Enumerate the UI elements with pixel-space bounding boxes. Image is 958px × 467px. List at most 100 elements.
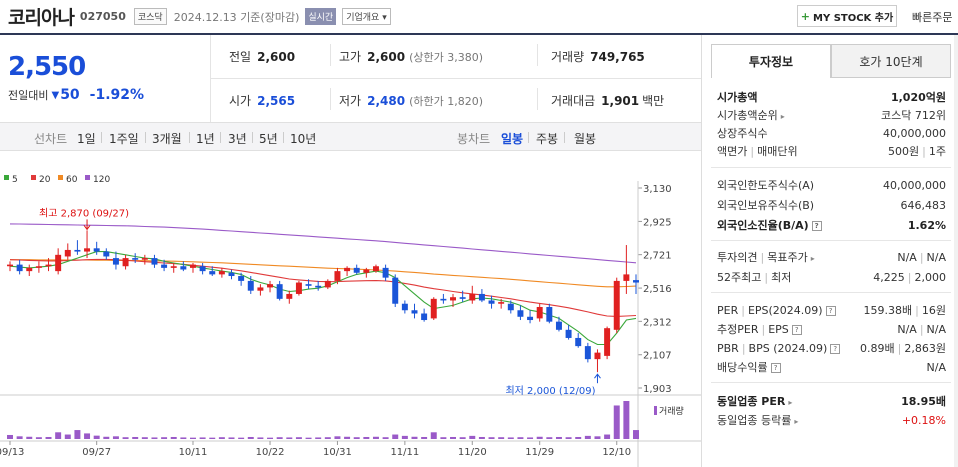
volume-bar <box>180 437 187 439</box>
high-annotation: 최고 2,870 (09/27) <box>39 207 129 219</box>
candle-body <box>74 249 81 252</box>
help-icon[interactable]: ? <box>791 325 802 335</box>
realtime-button[interactable]: 실시간 <box>305 8 337 25</box>
y-tick-label: 2,925 <box>643 217 672 228</box>
candle-body <box>594 352 601 360</box>
volume-bar <box>363 436 370 439</box>
add-my-stock-button[interactable]: + MY STOCK 추가 <box>797 5 897 27</box>
info-value: 40,000,000 <box>883 178 946 192</box>
volume-bar <box>218 437 225 439</box>
ma60-line <box>10 259 637 288</box>
candle-body <box>344 267 351 272</box>
y-tick-label: 2,516 <box>643 284 672 295</box>
period-1y[interactable]: 1년 <box>196 132 215 146</box>
period-1d[interactable]: 1일 <box>77 132 96 146</box>
candle-body <box>507 303 514 311</box>
candle-body <box>238 276 245 281</box>
pbr-bps-row: PBR | BPS (2024.09)? 0.89배 | 2,863원 <box>717 339 946 357</box>
quote-date: 2024.12.13 기준(장마감) <box>173 10 300 24</box>
candle-body <box>392 277 399 304</box>
x-tick-label: 11/29 <box>525 447 554 458</box>
volume-bar <box>411 436 418 439</box>
period-daily[interactable]: 일봉 <box>501 132 524 146</box>
info-label: 투자의견 | 목표주가 ▸ <box>717 251 815 264</box>
help-icon[interactable]: ? <box>825 305 836 316</box>
candle-body <box>180 266 187 270</box>
candle-chart-label: 봉차트 <box>457 132 491 146</box>
candle-body <box>141 258 148 260</box>
period-10y[interactable]: 10년 <box>290 132 317 146</box>
info-label: 외국인보유주식수(B) <box>717 199 815 212</box>
period-3m[interactable]: 3개월 <box>152 132 182 146</box>
help-icon[interactable]: ? <box>811 221 822 231</box>
low-arrow-icon <box>594 373 601 379</box>
period-5y[interactable]: 5년 <box>259 132 278 146</box>
volume-bar <box>141 437 148 439</box>
ma120-line <box>9 223 637 264</box>
info-value: N/A | N/A <box>897 322 946 336</box>
info-label: 시가총액순위 ▸ <box>717 109 785 122</box>
period-monthly[interactable]: 월봉 <box>574 132 597 146</box>
legend-label-120: 120 <box>93 175 110 185</box>
volume-bar <box>45 436 52 439</box>
fast-order-link[interactable]: 빠른주문 <box>912 11 953 24</box>
info-label: 52주최고 | 최저 <box>717 271 792 284</box>
info-arrow-icon[interactable]: ▸ <box>810 254 815 263</box>
chevron-down-icon: ▾ <box>382 13 387 23</box>
legend-label-60: 60 <box>66 175 78 185</box>
candle-body <box>440 298 447 301</box>
help-icon[interactable]: ? <box>770 363 781 373</box>
tab-orderbook-10[interactable]: 호가 10단계 <box>831 44 951 78</box>
candle-body <box>382 267 389 278</box>
period-1w[interactable]: 1주일 <box>109 132 139 146</box>
company-overview-dropdown[interactable]: 기업개요 ▾ <box>342 8 391 25</box>
candle-body <box>498 302 505 304</box>
info-label: PER | EPS(2024.09)? <box>717 304 836 317</box>
period-weekly[interactable]: 주봉 <box>536 132 559 146</box>
period-3y[interactable]: 3년 <box>228 132 247 146</box>
volume-bar <box>295 437 302 439</box>
header-divider <box>0 33 958 35</box>
candle-body <box>286 293 293 299</box>
volume-bar <box>430 432 437 439</box>
info-label: 추정PER | EPS? <box>717 321 802 337</box>
volume-bar <box>7 434 13 439</box>
info-arrow-icon[interactable]: ▸ <box>794 417 799 426</box>
industry-per-row: 동일업종 PER ▸ 18.95배 <box>717 392 946 410</box>
stat-low: 저가 2,480 (하한가 1,820) <box>339 94 483 108</box>
stat-high: 고가 2,600 (상한가 3,380) <box>339 50 483 64</box>
candle-body <box>459 297 466 299</box>
industry-change-row: 동일업종 등락률 ▸ +0.18% <box>717 411 946 429</box>
per-eps-row: PER | EPS(2024.09)? 159.38배 | 16원 <box>717 301 946 319</box>
info-value: 1.62% <box>907 218 946 232</box>
info-value: 코스닥 712위 <box>881 109 946 122</box>
candle-body <box>517 310 524 317</box>
legend-swatch <box>85 175 90 180</box>
help-icon[interactable]: ? <box>830 343 841 354</box>
candle-body <box>536 306 543 319</box>
divider <box>537 44 538 66</box>
candle-body <box>575 337 582 347</box>
volume-bar <box>286 437 293 439</box>
candle-body <box>363 269 370 273</box>
candle-body <box>103 251 110 257</box>
foreign-holding-row: 외국인보유주식수(B) 646,483 <box>717 196 946 214</box>
x-tick-label: 11/11 <box>390 447 419 458</box>
info-arrow-icon[interactable]: ▸ <box>780 112 785 121</box>
candle-body <box>267 284 274 288</box>
info-arrow-icon[interactable]: ▸ <box>788 398 793 407</box>
market-cap-rank-row: 시가총액순위 ▸ 코스닥 712위 <box>717 106 946 124</box>
volume-bar <box>112 436 119 439</box>
candle-body <box>527 316 534 321</box>
info-value: 159.38배 | 16원 <box>863 304 946 317</box>
candle-body <box>45 264 52 267</box>
target-price-row: 투자의견 | 목표주가 ▸ N/A | N/A <box>717 248 946 266</box>
tab-investment-info[interactable]: 투자정보 <box>711 44 831 78</box>
volume-bar <box>527 437 534 439</box>
volume-bar <box>267 437 274 439</box>
candle-body <box>324 280 331 288</box>
stat-open: 시가 2,565 <box>229 94 296 108</box>
stock-chart[interactable]: 5 20 60 120 3,130 2,925 2,721 2,516 2,312 2,107 1,… <box>0 151 701 467</box>
scrollbar[interactable] <box>954 35 958 467</box>
x-tick-label: 10/31 <box>323 447 352 458</box>
